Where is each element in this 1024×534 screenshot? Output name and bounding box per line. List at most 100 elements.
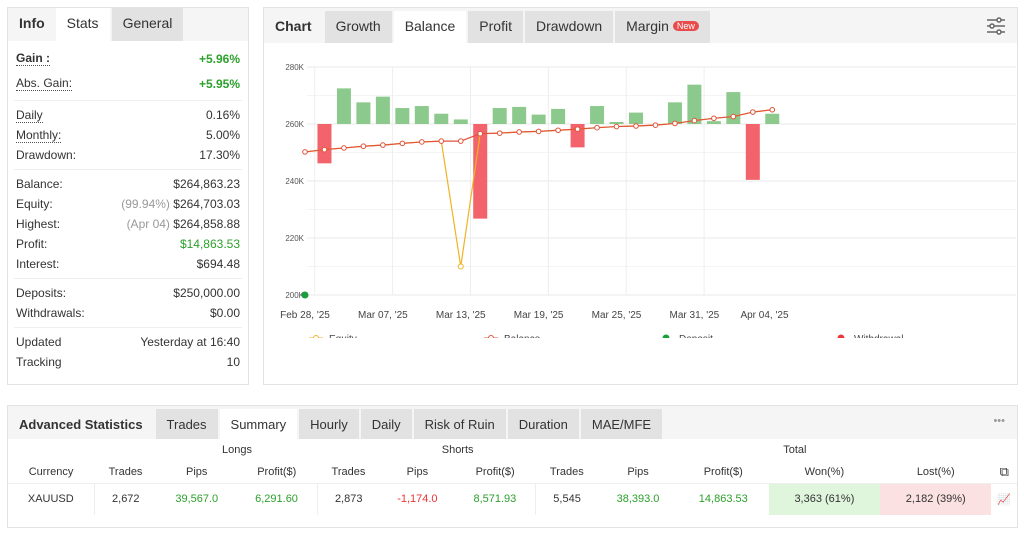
stat-value: $0.00 xyxy=(209,306,240,320)
chart-panel: Chart Growth Balance Profit Drawdown Mar… xyxy=(263,7,1018,385)
stat-value: Yesterday at 16:40 xyxy=(140,335,240,349)
stat-label: Balance: xyxy=(16,177,63,191)
tab-growth[interactable]: Growth xyxy=(324,11,392,43)
stat-label: Withdrawals: xyxy=(16,306,85,320)
stat-row: Daily 0.16% xyxy=(8,105,248,125)
divider xyxy=(14,327,242,328)
x-tick-label: Apr 04, '25 xyxy=(740,310,788,321)
table-cell: 5,545 xyxy=(534,483,599,515)
stat-label: Tracking xyxy=(16,355,62,369)
stat-row: Gain : +5.96% xyxy=(8,46,248,71)
settings-sliders-icon[interactable] xyxy=(985,15,1007,37)
legend-equity-label: Equity xyxy=(329,334,357,338)
y-tick-label: 240K xyxy=(285,177,304,186)
balance-point xyxy=(672,120,678,127)
stat-label[interactable]: Monthly: xyxy=(16,127,62,143)
stat-row: Interest: $694.48 xyxy=(8,254,248,274)
stat-value: 5.00% xyxy=(205,128,240,142)
tab-mae-mfe[interactable]: MAE/MFE xyxy=(580,409,663,439)
table-cell: -1,174.0 xyxy=(397,493,438,506)
balance-point xyxy=(341,145,347,151)
deposit-point xyxy=(301,291,309,299)
stat-label: Deposits: xyxy=(16,286,67,300)
stat-value: 10 xyxy=(226,355,240,369)
tab-info[interactable]: Info xyxy=(19,15,45,31)
balance-point xyxy=(613,123,620,130)
bar xyxy=(628,112,643,124)
bar xyxy=(687,84,702,124)
tab-drawdown[interactable]: Drawdown xyxy=(524,11,614,43)
column-header: Profit($) xyxy=(703,465,743,478)
balance-point xyxy=(633,123,639,129)
tab-balance[interactable]: Balance xyxy=(393,11,467,43)
equity-point xyxy=(457,263,464,270)
stat-row: Deposits: $250,000.00 xyxy=(8,283,248,303)
tab-hourly[interactable]: Hourly xyxy=(299,409,359,439)
tab-stats[interactable]: Stats xyxy=(55,8,110,41)
balance-point xyxy=(321,146,328,153)
bar xyxy=(492,108,507,124)
legend-deposit-icon xyxy=(662,334,670,338)
tab-daily[interactable]: Daily xyxy=(360,409,412,439)
chart-tabs: Chart Growth Balance Profit Drawdown Mar… xyxy=(264,8,1017,43)
legend-deposit-label: Deposit xyxy=(679,334,713,338)
copy-icon[interactable]: ⧉ xyxy=(999,463,1009,479)
chart-icon[interactable]: 📈 xyxy=(997,493,1012,506)
balance-point xyxy=(750,109,756,115)
column-header: Profit($) xyxy=(475,465,515,478)
bar xyxy=(512,106,527,124)
column-header: Currency xyxy=(28,465,74,478)
balance-point xyxy=(360,143,367,150)
balance-point xyxy=(399,140,406,147)
stat-row: Updated Yesterday at 16:40 xyxy=(8,332,248,352)
adv-title: Advanced Statistics xyxy=(19,417,143,432)
bar xyxy=(317,124,332,164)
table-cell: 2,182 (39%) xyxy=(880,483,992,515)
tab-duration[interactable]: Duration xyxy=(507,409,579,439)
stat-label[interactable]: Gain : xyxy=(16,51,51,66)
tab-margin-label: Margin xyxy=(626,18,669,34)
bar xyxy=(375,96,390,124)
tab-margin[interactable]: Margin New xyxy=(615,11,710,43)
table-cell: 14,863.53 xyxy=(698,493,748,506)
table-row: XAUUSD 2,672 39,567.0 6,291.60 2,873 -1,174.0… xyxy=(8,483,1017,515)
tab-general[interactable]: General xyxy=(111,8,184,41)
chart-title: Chart xyxy=(275,18,312,34)
stat-value: +5.95% xyxy=(198,76,240,91)
table-cell: 38,393.0 xyxy=(616,493,660,506)
bar xyxy=(590,106,605,124)
table-cell: 2,672 xyxy=(93,483,157,515)
tab-summary[interactable]: Summary xyxy=(219,409,298,439)
balance-point xyxy=(457,138,464,144)
tab-trades[interactable]: Trades xyxy=(155,409,218,439)
stat-value: 0.16% xyxy=(205,108,240,122)
stat-label: Equity: xyxy=(16,197,53,211)
stat-value: $264,858.88 xyxy=(173,217,240,231)
x-tick-label: Feb 28, '25 xyxy=(280,310,330,321)
table-cell: 8,571.93 xyxy=(473,493,517,506)
legend-balance-label: Balance xyxy=(504,334,541,338)
adv-tabs: Advanced Statistics Trades Summary Hourly D… xyxy=(8,406,1017,439)
balance-point xyxy=(769,106,776,113)
stat-value: $264,703.03 xyxy=(173,197,240,211)
stats-tabs: Info Stats General xyxy=(8,8,248,41)
stats-list: Gain : +5.96% Abs. Gain: +5.95% Daily 0.16% Mo… xyxy=(8,41,248,372)
divider xyxy=(14,100,242,101)
stat-row: Abs. Gain: +5.95% xyxy=(8,71,248,96)
balance-point xyxy=(555,127,561,134)
stat-label[interactable]: Daily xyxy=(16,107,43,123)
more-icon[interactable]: ••• xyxy=(993,415,1005,427)
stat-row: Withdrawals: $0.00 xyxy=(8,303,248,323)
tab-risk-of-ruin[interactable]: Risk of Ruin xyxy=(413,409,506,439)
legend-equity-marker xyxy=(313,335,319,338)
stat-label[interactable]: Abs. Gain: xyxy=(16,76,73,91)
stat-row: Equity: (99.94%) $264,703.03 xyxy=(8,194,248,214)
column-header: Lost(%) xyxy=(916,465,955,478)
stat-row: Balance: $264,863.23 xyxy=(8,174,248,194)
table-cell: 3,363 (61%) xyxy=(768,483,881,515)
stat-row: Tracking 10 xyxy=(8,352,248,372)
bar xyxy=(706,121,721,124)
summary-table: Longs Shorts Total Currency Trades Pips Profi… xyxy=(8,439,1017,515)
table-cell: 39,567.0 xyxy=(175,493,219,506)
tab-profit[interactable]: Profit xyxy=(468,11,523,43)
